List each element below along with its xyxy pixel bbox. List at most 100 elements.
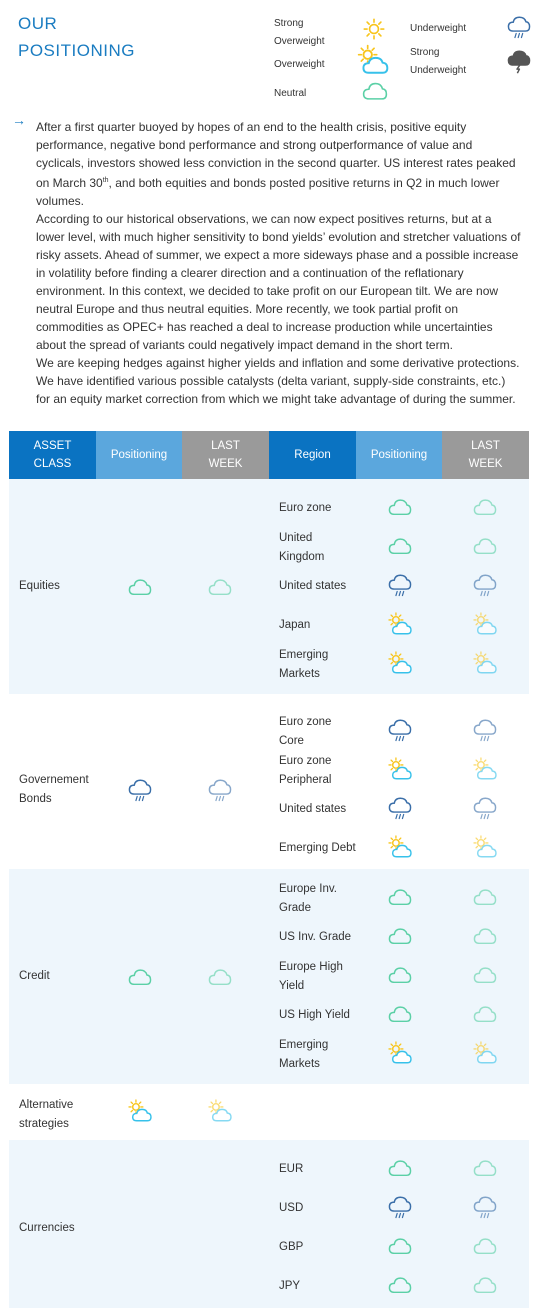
intro-paragraph: After a first quarter buoyed by hopes of… [36,118,521,210]
region-line: United [279,531,313,544]
region-positioning-rain-cloud-icon [387,572,413,603]
storm-cloud-icon [506,48,532,79]
legend-strong-overweight-label: Strong Overweight [274,15,325,51]
header-label: LAST [211,440,240,452]
asset-class-name: Equities [19,577,60,596]
region-line: Emerging [279,1038,329,1051]
region-line: Europe High [279,960,343,973]
asset-class-name: Alternative strategies [19,1096,73,1134]
region-positioning-rain-cloud-icon [387,795,413,826]
table-header-cell: Positioning [356,431,442,479]
intro-text: After a first quarter buoyed by hopes of… [36,118,521,408]
asset-class-group [9,1140,529,1308]
region-line: Japan [279,619,311,631]
header-label: WEEK [468,458,503,470]
region-name: United states [279,800,359,819]
asset-class-group [9,869,529,1084]
region-last-week-cloud-icon [472,1155,498,1186]
region-last-week-sun-cloud-icon [472,756,498,787]
region-line: Kingdom [279,550,325,563]
region-name: Europe High Yield [279,958,359,996]
legend-label-line: Strong [274,18,304,29]
region-line: Core [279,734,304,747]
region-line: USD [279,1202,304,1214]
region-name: Emerging Markets [279,1036,359,1074]
region-line: US High Yield [279,1009,350,1021]
region-positioning-cloud-icon [387,923,413,954]
region-positioning-rain-cloud-icon [387,1194,413,1225]
region-last-week-cloud-icon [472,494,498,525]
legend-label-line: Strong [410,47,440,58]
region-last-week-cloud-icon [472,533,498,564]
legend-underweight-label: Underweight [410,23,467,34]
region-positioning-cloud-icon [387,1233,413,1264]
rain-cloud-icon [506,14,532,45]
region-name: JPY [279,1277,359,1296]
region-line: United states [279,803,347,815]
region-name: GBP [279,1238,359,1257]
asset-class-group [9,702,529,878]
region-last-week-rain-cloud-icon [472,717,498,748]
asset-class-name: Governement Bonds [19,771,89,809]
region-positioning-cloud-icon [387,494,413,525]
sun-cloud-icon [356,43,390,82]
region-name: US High Yield [279,1006,359,1025]
table-header-cell: Region [269,431,356,479]
region-name: Europe Inv. Grade [279,880,359,918]
region-line: US Inv. Grade [279,931,352,943]
legend-label-line: Overweight [274,36,325,47]
legend-neutral-label: Neutral [274,88,307,99]
legend-strong-underweight-label: Strong Underweight [410,44,466,80]
intro-text-span: , and both equities and bonds posted pos… [36,176,500,208]
positioning-cloud-icon [127,574,153,605]
region-name: USD [279,1199,359,1218]
asset-class-name: Currencies [19,1219,75,1238]
page-title: OUR POSITIONING [18,10,168,64]
region-name: US Inv. Grade [279,928,359,947]
intro-paragraph: According to our historical observations… [36,212,521,352]
region-line: Europe Inv. [279,882,337,895]
region-line: Markets [279,1057,320,1070]
asset-class-group [9,479,529,694]
positioning-sun-cloud-icon [127,1098,153,1129]
header-label: WEEK [208,458,243,470]
region-line: Euro zone [279,502,332,514]
asset-class-line: Bonds [19,793,52,805]
asset-class-line: Alternative [19,1099,74,1111]
region-name: Euro zone [279,499,359,518]
last-week-cloud-icon [207,574,233,605]
region-line: Euro zone [279,715,332,728]
region-line: Yield [279,979,305,992]
header-label: CLASS [33,458,72,470]
region-positioning-cloud-icon [387,962,413,993]
region-name: Euro zone Peripheral [279,752,359,790]
legend-overweight-label: Overweight [274,59,325,70]
region-name: Emerging Markets [279,646,359,684]
region-line: Emerging [279,648,329,661]
region-line: Emerging Debt [279,842,356,854]
region-last-week-sun-cloud-icon [472,611,498,642]
header-label: Positioning [110,449,168,461]
last-week-rain-cloud-icon [207,777,233,808]
region-last-week-cloud-icon [472,962,498,993]
region-line: Grade [279,901,311,914]
region-positioning-cloud-icon [387,1001,413,1032]
positioning-rain-cloud-icon [127,777,153,808]
region-positioning-sun-cloud-icon [387,611,413,642]
header-label: ASSET [33,440,72,452]
region-last-week-cloud-icon [472,923,498,954]
header-label: LAST [471,440,500,452]
region-positioning-sun-cloud-icon [387,650,413,681]
region-last-week-rain-cloud-icon [472,795,498,826]
asset-class-group [9,1090,529,1140]
region-positioning-sun-cloud-icon [387,1040,413,1071]
region-positioning-sun-cloud-icon [387,834,413,865]
asset-class-line: Equities [19,580,60,592]
table-header-cell: LAST WEEK [442,431,529,479]
region-line: Markets [279,667,320,680]
region-positioning-cloud-icon [387,533,413,564]
region-name: United states [279,577,359,596]
cloud-icon [361,77,389,110]
region-name: Euro zone Core [279,713,359,751]
region-last-week-cloud-icon [472,1001,498,1032]
